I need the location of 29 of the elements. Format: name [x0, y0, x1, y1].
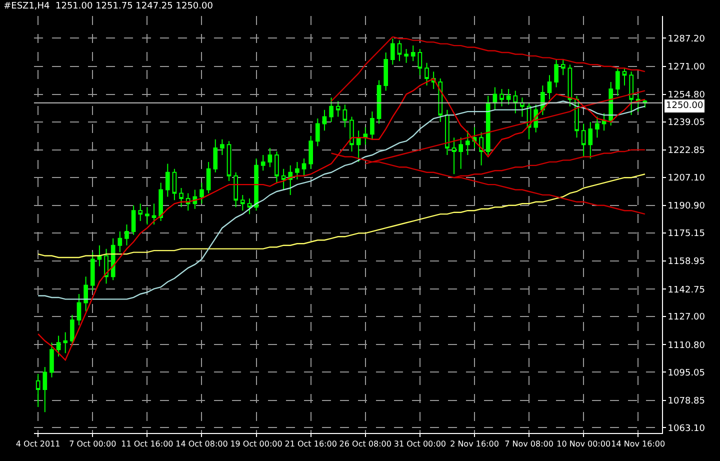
- y-tick-label: 1095.05: [668, 368, 706, 378]
- y-tick-label: 1207.10: [668, 174, 706, 184]
- y-tick-label: 1158.95: [668, 257, 706, 268]
- x-tick-label: 21 Oct 16:00: [284, 440, 337, 449]
- chart-title: #ESZ1,H4 1251.00 1251.75 1247.25 1250.00: [4, 2, 214, 12]
- y-tick-label: 1078.85: [668, 396, 706, 406]
- y-tick-label: 1287.20: [668, 34, 706, 44]
- y-tick-label: 1175.15: [668, 229, 706, 240]
- y-tick-label: 1063.10: [668, 424, 706, 434]
- y-tick-label: 1190.90: [668, 202, 706, 212]
- x-tick-label: 10 Nov 00:00: [556, 440, 611, 449]
- y-tick-label: 1239.05: [668, 118, 706, 128]
- x-tick-label: 4 Oct 2011: [16, 440, 60, 449]
- x-tick-label: 31 Oct 00:00: [394, 440, 446, 449]
- x-tick-label: 7 Nov 08:00: [504, 440, 554, 449]
- y-tick-label: 1271.00: [668, 62, 706, 73]
- y-tick-label: 1127.00: [668, 312, 706, 323]
- x-tick-label: 14 Oct 08:00: [176, 440, 228, 449]
- x-tick-label: 2 Nov 16:00: [450, 440, 499, 449]
- y-tick-label: 1254.80: [668, 90, 706, 101]
- x-tick-label: 14 Nov 16:00: [611, 440, 666, 449]
- y-tick-label: 1142.75: [668, 285, 706, 296]
- ref-line-label: 1250.00: [666, 101, 704, 111]
- x-tick-label: 26 Oct 08:00: [339, 440, 392, 449]
- x-tick-label: 7 Oct 00:00: [69, 440, 116, 449]
- y-tick-label: 1222.85: [668, 146, 706, 156]
- x-tick-label: 11 Oct 16:00: [121, 440, 174, 449]
- x-tick-label: 19 Oct 00:00: [230, 440, 282, 449]
- y-tick-label: 1110.80: [668, 340, 706, 351]
